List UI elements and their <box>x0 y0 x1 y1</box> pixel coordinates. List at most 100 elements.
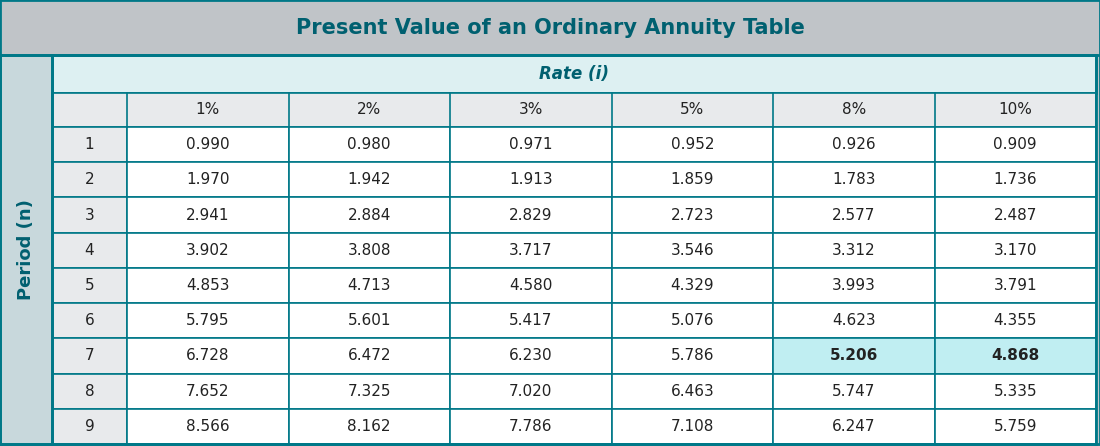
Bar <box>52 268 127 303</box>
Bar <box>935 198 1096 233</box>
Text: 8.162: 8.162 <box>348 419 390 434</box>
Bar <box>288 162 450 198</box>
Bar <box>773 268 935 303</box>
Bar <box>288 233 450 268</box>
Bar <box>52 127 127 162</box>
Text: 7.108: 7.108 <box>671 419 714 434</box>
Text: 7.020: 7.020 <box>509 384 552 399</box>
Text: 5.417: 5.417 <box>509 313 552 328</box>
Bar <box>126 127 288 162</box>
Text: Rate (i): Rate (i) <box>539 65 609 83</box>
Bar <box>126 198 288 233</box>
Text: 2.941: 2.941 <box>186 207 230 223</box>
Text: 7: 7 <box>85 348 95 363</box>
Text: 10%: 10% <box>999 103 1032 117</box>
Text: 6.247: 6.247 <box>832 419 876 434</box>
Text: 1.970: 1.970 <box>186 172 230 187</box>
Text: 0.971: 0.971 <box>509 137 552 152</box>
Text: 1.859: 1.859 <box>671 172 714 187</box>
Text: 1.913: 1.913 <box>509 172 552 187</box>
Text: 7.786: 7.786 <box>509 419 552 434</box>
Bar <box>935 339 1096 374</box>
Text: 8: 8 <box>85 384 95 399</box>
Text: 5.795: 5.795 <box>186 313 230 328</box>
Bar <box>288 127 450 162</box>
Text: 6.728: 6.728 <box>186 348 230 363</box>
Bar <box>52 162 127 198</box>
Bar <box>52 233 127 268</box>
Text: 1.783: 1.783 <box>832 172 876 187</box>
Bar <box>612 409 773 444</box>
Bar <box>288 303 450 339</box>
Text: 3.170: 3.170 <box>993 243 1037 258</box>
Text: 4.868: 4.868 <box>991 348 1040 363</box>
Text: 4: 4 <box>85 243 95 258</box>
Bar <box>126 233 288 268</box>
Text: 5.601: 5.601 <box>348 313 390 328</box>
Bar <box>52 93 1096 127</box>
Text: 2.487: 2.487 <box>993 207 1037 223</box>
Text: 1.736: 1.736 <box>993 172 1037 187</box>
Bar <box>773 339 935 374</box>
Text: 1: 1 <box>85 137 95 152</box>
Text: 3: 3 <box>85 207 95 223</box>
Bar <box>288 409 450 444</box>
Text: 2.884: 2.884 <box>348 207 390 223</box>
Text: 5.786: 5.786 <box>671 348 714 363</box>
Text: 5.076: 5.076 <box>671 313 714 328</box>
Text: 2.723: 2.723 <box>671 207 714 223</box>
Bar <box>935 303 1096 339</box>
Bar <box>450 233 612 268</box>
Bar <box>52 55 1096 444</box>
Bar <box>612 303 773 339</box>
Bar <box>0 55 52 444</box>
Bar <box>126 374 288 409</box>
Bar <box>773 162 935 198</box>
Text: 4.623: 4.623 <box>832 313 876 328</box>
Text: 6: 6 <box>85 313 95 328</box>
Text: 2%: 2% <box>358 103 382 117</box>
Bar <box>773 127 935 162</box>
Text: 4.329: 4.329 <box>670 278 714 293</box>
Text: 0.990: 0.990 <box>186 137 230 152</box>
Bar <box>935 127 1096 162</box>
Bar <box>450 198 612 233</box>
Bar <box>52 55 1096 93</box>
Text: 7.325: 7.325 <box>348 384 390 399</box>
Bar <box>52 198 127 233</box>
Text: 0.926: 0.926 <box>832 137 876 152</box>
Text: Present Value of an Ordinary Annuity Table: Present Value of an Ordinary Annuity Tab… <box>296 17 804 37</box>
Bar <box>288 339 450 374</box>
Text: 3%: 3% <box>518 103 543 117</box>
Bar <box>450 127 612 162</box>
Text: 7.652: 7.652 <box>186 384 230 399</box>
Bar <box>935 268 1096 303</box>
Text: 6.463: 6.463 <box>670 384 714 399</box>
Bar <box>935 409 1096 444</box>
Bar <box>935 162 1096 198</box>
Text: 3.808: 3.808 <box>348 243 390 258</box>
Bar <box>126 268 288 303</box>
Bar <box>773 198 935 233</box>
Bar <box>288 198 450 233</box>
Bar <box>612 233 773 268</box>
Bar <box>773 303 935 339</box>
Text: 5.747: 5.747 <box>832 384 876 399</box>
Text: Period (n): Period (n) <box>16 199 35 300</box>
Text: 2.829: 2.829 <box>509 207 552 223</box>
Text: 0.980: 0.980 <box>348 137 390 152</box>
Bar <box>612 198 773 233</box>
Bar <box>612 127 773 162</box>
Text: 5.759: 5.759 <box>993 419 1037 434</box>
Bar <box>773 374 935 409</box>
Bar <box>450 268 612 303</box>
Bar <box>126 409 288 444</box>
Bar <box>450 374 612 409</box>
Text: 1.942: 1.942 <box>348 172 390 187</box>
Bar <box>450 162 612 198</box>
Text: 6.472: 6.472 <box>348 348 390 363</box>
Text: 2: 2 <box>85 172 95 187</box>
Bar <box>773 409 935 444</box>
Bar <box>126 303 288 339</box>
Bar <box>52 303 127 339</box>
